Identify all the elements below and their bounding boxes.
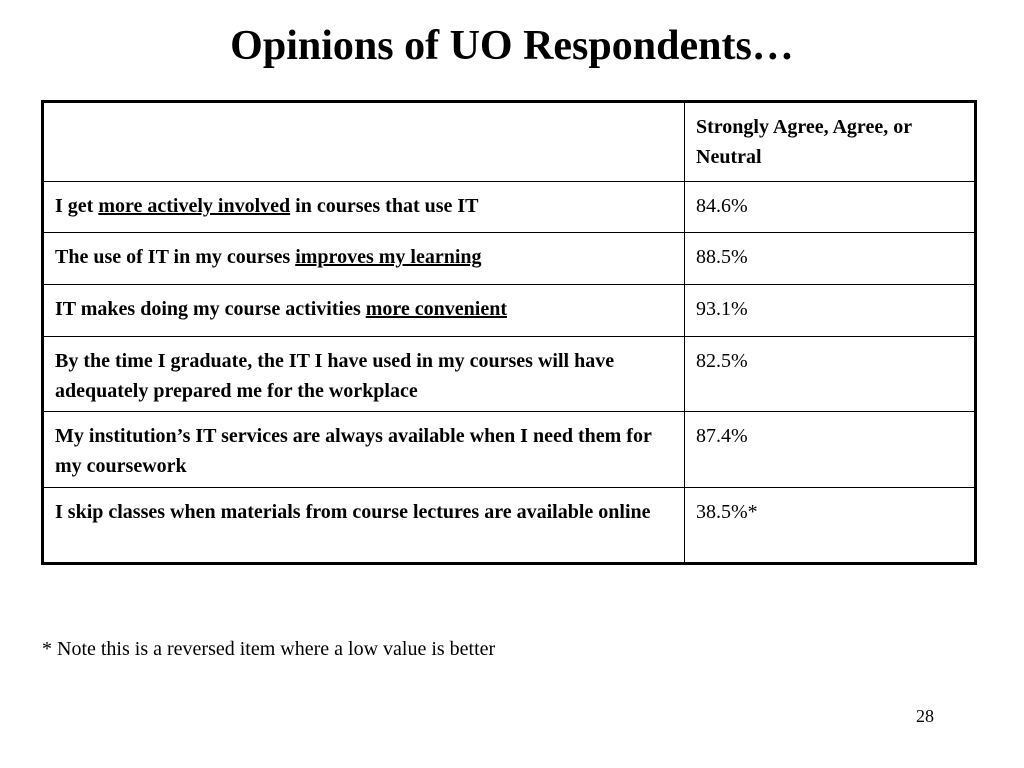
table-row: IT makes doing my course activities more…: [42, 284, 976, 337]
statement-text: The use of IT in my courses: [55, 246, 296, 268]
table-body: I get more actively involved in courses …: [42, 181, 976, 564]
opinion-table: Strongly Agree, Agree, or Neutral I get …: [41, 100, 977, 565]
footnote: * Note this is a reversed item where a l…: [42, 638, 496, 660]
statement-text: I skip classes when materials from cours…: [55, 501, 651, 523]
value-cell: 87.4%: [684, 411, 976, 488]
value-cell: 82.5%: [684, 336, 976, 412]
emphasis: more convenient: [365, 298, 508, 320]
header-cell: Strongly Agree, Agree, or Neutral: [684, 101, 976, 182]
statement-cell: The use of IT in my courses improves my …: [42, 232, 685, 285]
table-row: I skip classes when materials from cours…: [42, 487, 976, 564]
statement-cell: My institution’s IT services are always …: [42, 411, 685, 488]
value-cell: 38.5%*: [684, 487, 976, 564]
table-row: By the time I graduate, the IT I have us…: [42, 336, 976, 412]
statement-text: I get: [55, 195, 99, 217]
table-row: The use of IT in my courses improves my …: [42, 232, 976, 285]
emphasis: more actively involved: [98, 195, 291, 217]
table-row: My institution’s IT services are always …: [42, 411, 976, 488]
statement-cell: IT makes doing my course activities more…: [42, 284, 685, 337]
statement-text: IT makes doing my course activities: [55, 298, 366, 320]
statement-text: in courses that use IT: [290, 195, 479, 217]
page-number: 28: [916, 706, 934, 726]
statement-text: By the time I graduate, the IT I have us…: [55, 350, 615, 402]
header-row: Strongly Agree, Agree, or Neutral: [42, 101, 976, 182]
statement-text: My institution’s IT services are always …: [55, 425, 652, 477]
statement-cell: I get more actively involved in courses …: [42, 181, 685, 233]
value-cell: 93.1%: [684, 284, 976, 337]
value-cell: 84.6%: [684, 181, 976, 233]
statement-cell: By the time I graduate, the IT I have us…: [42, 336, 685, 412]
statement-cell: I skip classes when materials from cours…: [42, 487, 685, 564]
value-cell: 88.5%: [684, 232, 976, 285]
table-row: I get more actively involved in courses …: [42, 181, 976, 233]
slide-title: Opinions of UO Respondents…: [230, 23, 794, 69]
emphasis: improves my learning: [295, 246, 482, 268]
empty-header-cell: [42, 101, 685, 182]
